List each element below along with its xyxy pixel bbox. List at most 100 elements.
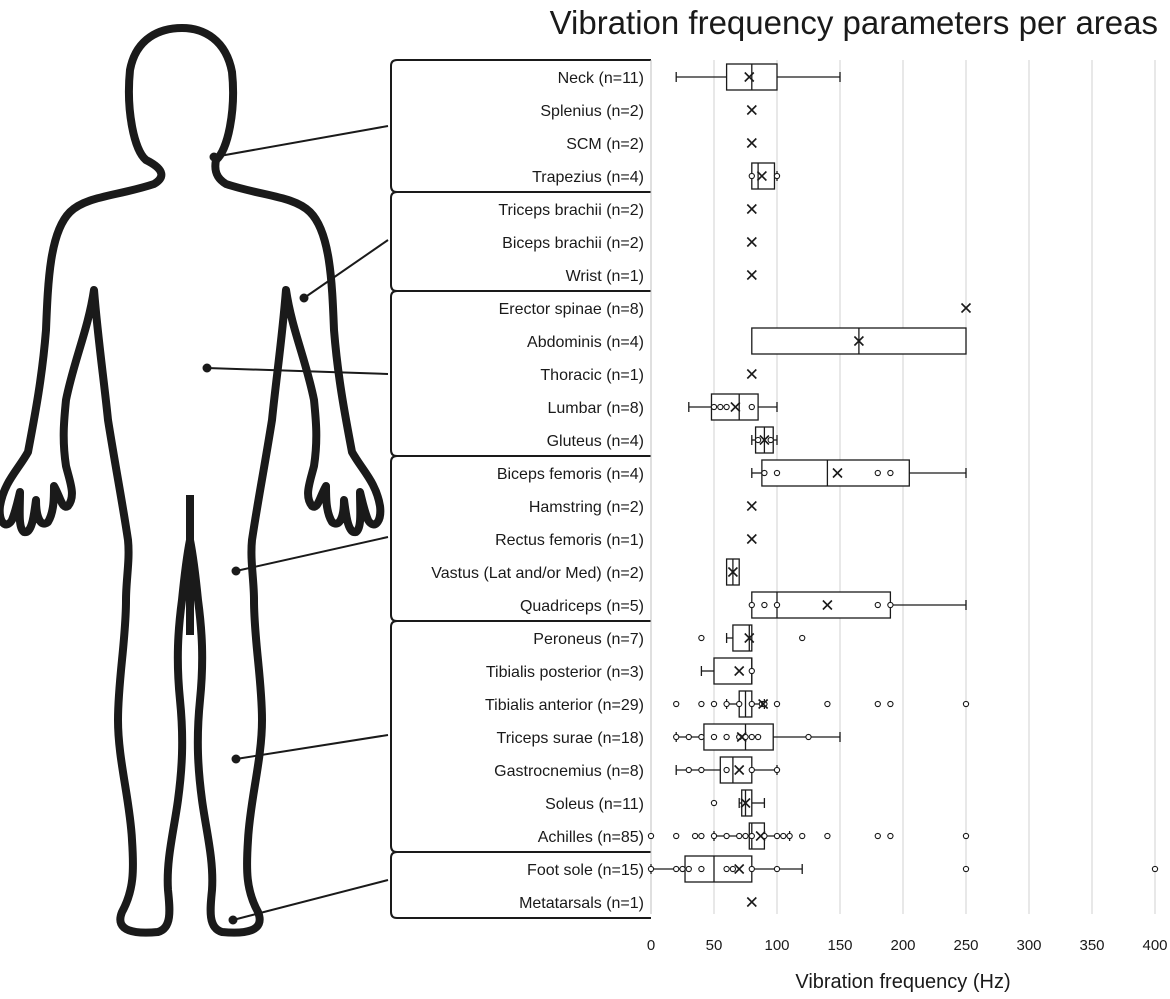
row-label: Triceps surae (n=18) [497,730,644,747]
data-point [685,766,692,774]
iqr-box [751,162,776,190]
x-tick-250: 250 [953,937,978,954]
box-row [746,203,757,215]
mean-marker [730,401,741,413]
row-label: Gluteus (n=4) [547,433,644,450]
mean-marker [746,104,757,116]
box-row [746,269,757,281]
row-label: Achilles (n=85) [538,829,644,846]
box-row [746,368,757,380]
data-point [780,832,787,840]
box-row [751,459,967,487]
x-tick-100: 100 [764,937,789,954]
box-row [647,855,1159,883]
row-label: Splenius (n=2) [540,103,644,120]
data-point [723,766,730,774]
x-tick-50: 50 [706,937,723,954]
data-point [710,832,718,840]
data-point [647,832,655,840]
row-label: Erector spinae (n=8) [499,301,644,318]
mean-marker [759,434,770,446]
data-point [761,601,768,609]
box-row [647,822,970,850]
row-label: SCM (n=2) [566,136,644,153]
data-point [799,634,806,642]
data-point [698,865,705,873]
mean-marker [746,269,757,281]
data-point [773,172,781,180]
group-brackets [390,59,651,919]
row-label: Gastrocnemius (n=8) [494,763,644,780]
mean-marker [727,566,738,578]
data-point [874,469,881,477]
data-point [742,733,749,741]
mean-marker [734,863,745,875]
data-point [698,766,705,774]
data-point [874,601,881,609]
data-point [723,865,730,873]
box-row [748,162,781,190]
row-labels: Neck (n=11) Splenius (n=2) SCM (n=2) Trapez… [431,70,644,912]
bracket-foot [390,851,651,919]
box-row [673,723,841,751]
box-row [675,756,781,784]
data-point [710,700,718,708]
row-label: Peroneus (n=7) [533,631,644,648]
leader-foot [232,879,389,921]
data-point [736,700,743,708]
mean-marker [758,698,769,710]
row-label: Lumbar (n=8) [548,400,645,417]
x-tick-400: 400 [1142,937,1167,954]
data-point [887,832,894,840]
crotch-mark [186,495,194,635]
data-point [874,832,881,840]
row-label: Vastus (Lat and/or Med) (n=2) [431,565,644,582]
data-point [748,667,755,675]
box-row [673,690,970,718]
data-point [773,865,781,873]
mean-marker [960,302,972,314]
dot-arm [299,293,309,303]
data-point [761,700,768,708]
mean-marker [740,797,751,809]
leader-lines [202,125,389,925]
leader-thigh [235,536,389,572]
data-point [773,601,781,609]
row-label: Thoracic (n=1) [540,367,644,384]
dot-neck [209,152,219,162]
data-point [729,865,737,873]
data-point [767,436,774,444]
dot-thigh [231,566,241,576]
grid-lines [650,60,1156,914]
data-point [805,733,812,741]
box-row [746,896,757,908]
x-tick-labels: 0 50 100 150 200 250 300 350 400 [647,937,1168,954]
data-point [824,832,831,840]
mean-marker [734,665,745,677]
iqr-box [751,591,892,619]
row-label: Wrist (n=1) [566,268,644,285]
box-row [675,63,841,91]
data-point [673,733,680,741]
row-label: Trapezius (n=4) [532,169,644,186]
box-plots [647,63,1159,908]
dot-trunk [202,363,212,373]
mean-marker [746,368,757,380]
box-row [746,236,757,248]
data-point [673,865,680,873]
row-label: Quadriceps (n=5) [520,598,644,615]
data-point [754,733,762,741]
box-row [751,426,778,454]
mean-marker [746,896,757,908]
row-label: Foot sole (n=15) [527,862,644,879]
data-point [723,700,730,708]
data-point [691,832,699,840]
body-silhouette [0,24,385,937]
mean-marker [746,500,757,512]
leader-arm [303,239,389,299]
data-point [685,733,692,741]
mean-marker [756,170,767,182]
leader-leg [235,734,389,760]
data-point [773,700,781,708]
